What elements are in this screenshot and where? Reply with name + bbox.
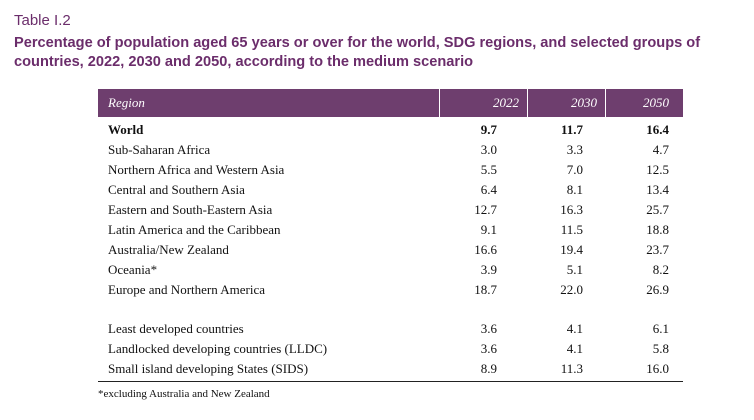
header-region: Region (108, 95, 145, 110)
value-2022-cell: 18.7 (474, 282, 497, 297)
value-2030-cell: 4.1 (566, 321, 583, 336)
value-2030-cell: 16.3 (560, 202, 583, 217)
region-cell: Least developed countries (108, 321, 244, 336)
value-2030-cell: 11.5 (560, 222, 583, 237)
region-cell: Landlocked developing countries (LLDC) (108, 341, 328, 356)
value-2030-cell: 3.3 (566, 142, 583, 157)
value-2030-cell: 5.1 (566, 262, 583, 277)
value-2050-cell: 16.4 (646, 122, 669, 137)
footnote: *excluding Australia and New Zealand (98, 388, 270, 400)
value-2022-cell: 8.9 (480, 361, 497, 376)
header-2050: 2050 (605, 89, 683, 117)
value-2022-cell: 9.1 (480, 222, 497, 237)
row-gap (98, 300, 683, 319)
region-cell: Central and Southern Asia (108, 182, 245, 197)
region-cell: Latin America and the Caribbean (108, 222, 281, 237)
table-row: Australia/New Zealand 16.6 19.4 23.7 (98, 240, 683, 260)
value-2050-cell: 25.7 (646, 202, 669, 217)
value-2022-cell: 9.7 (480, 122, 497, 137)
table-row: Central and Southern Asia 6.4 8.1 13.4 (98, 180, 683, 200)
value-2030-cell: 11.3 (560, 361, 583, 376)
value-2022-cell: 16.6 (474, 242, 497, 257)
value-2022-cell: 6.4 (480, 182, 497, 197)
value-2022-cell: 5.5 (480, 162, 497, 177)
region-cell: World (108, 122, 144, 137)
table-row: Oceania* 3.9 5.1 8.2 (98, 260, 683, 280)
value-2050-cell: 6.1 (652, 321, 669, 336)
table-row: World 9.7 11.7 16.4 (98, 120, 683, 140)
value-2030-cell: 4.1 (566, 341, 583, 356)
region-cell: Oceania* (108, 262, 158, 277)
table-row: Landlocked developing countries (LLDC) 3.… (98, 339, 683, 359)
region-cell: Australia/New Zealand (108, 242, 229, 257)
table-row: Sub-Saharan Africa 3.0 3.3 4.7 (98, 140, 683, 160)
value-2050-cell: 13.4 (646, 182, 669, 197)
value-2030-cell: 19.4 (560, 242, 583, 257)
value-2022-cell: 12.7 (474, 202, 497, 217)
region-cell: Eastern and South-Eastern Asia (108, 202, 273, 217)
value-2022-cell: 3.0 (480, 142, 497, 157)
main-rows: World 9.7 11.7 16.4 Sub-Saharan Africa 3.0 3.3… (98, 120, 683, 300)
value-2030-cell: 7.0 (566, 162, 583, 177)
value-2050-cell: 8.2 (652, 262, 669, 277)
region-cell: Northern Africa and Western Asia (108, 162, 285, 177)
value-2050-cell: 4.7 (652, 142, 669, 157)
table-row: Eastern and South-Eastern Asia 12.7 16.3 25… (98, 200, 683, 220)
region-cell: Europe and Northern America (108, 282, 266, 297)
header-2022: 2022 (439, 89, 527, 117)
region-cell: Sub-Saharan Africa (108, 142, 211, 157)
table-label: Table I.2 (14, 12, 71, 29)
value-2050-cell: 26.9 (646, 282, 669, 297)
table-row: Northern Africa and Western Asia 5.5 7.0 12… (98, 160, 683, 180)
table-title: Percentage of population aged 65 years o… (14, 35, 701, 70)
value-2050-cell: 12.5 (646, 162, 669, 177)
value-2030-cell: 22.0 (560, 282, 583, 297)
bottom-rule (98, 381, 683, 382)
value-2050-cell: 18.8 (646, 222, 669, 237)
value-2030-cell: 11.7 (560, 122, 583, 137)
data-table: Region 2022 2030 2050 World 9.7 11.7 16.4 Su… (98, 89, 683, 382)
group-rows: Least developed countries 3.6 4.1 6.1 Landlo… (98, 319, 683, 379)
region-cell: Small island developing States (SIDS) (108, 361, 309, 376)
table-header: Region 2022 2030 2050 (98, 89, 683, 117)
value-2022-cell: 3.6 (480, 321, 497, 336)
value-2050-cell: 23.7 (646, 242, 669, 257)
value-2050-cell: 16.0 (646, 361, 669, 376)
table-row: Europe and Northern America 18.7 22.0 26.9 (98, 280, 683, 300)
value-2022-cell: 3.6 (480, 341, 497, 356)
value-2030-cell: 8.1 (566, 182, 583, 197)
value-2050-cell: 5.8 (652, 341, 669, 356)
table-row: Small island developing States (SIDS) 8.9… (98, 359, 683, 379)
table-row: Latin America and the Caribbean 9.1 11.5 18… (98, 220, 683, 240)
table-row: Least developed countries 3.6 4.1 6.1 (98, 319, 683, 339)
header-2030: 2030 (527, 89, 605, 117)
value-2022-cell: 3.9 (480, 262, 497, 277)
